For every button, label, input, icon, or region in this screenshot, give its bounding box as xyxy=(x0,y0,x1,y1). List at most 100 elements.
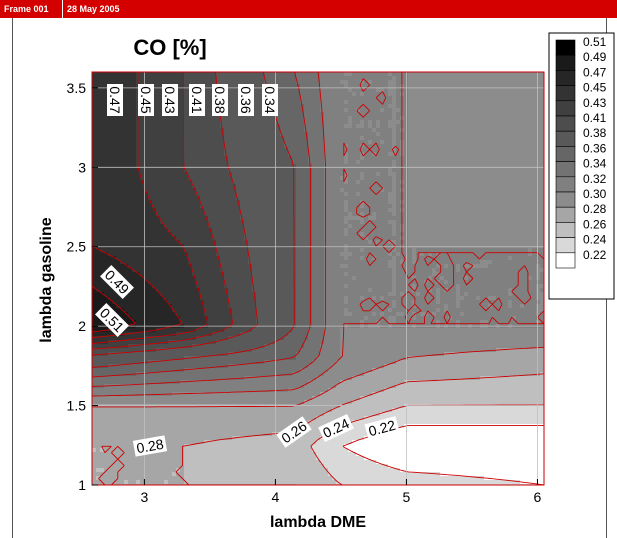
contour-cell xyxy=(144,260,149,265)
contour-cell xyxy=(264,296,269,301)
contour-cell xyxy=(232,396,237,401)
contour-cell xyxy=(172,364,177,369)
contour-cell xyxy=(236,340,241,345)
contour-cell xyxy=(96,136,101,141)
contour-cell xyxy=(176,188,181,193)
contour-cell xyxy=(100,424,105,429)
contour-cell xyxy=(160,276,165,281)
contour-cell xyxy=(112,136,117,141)
contour-cell xyxy=(148,284,153,289)
contour-cell xyxy=(280,376,285,381)
contour-cell xyxy=(232,408,237,413)
contour-cell xyxy=(236,328,241,333)
contour-cell xyxy=(228,424,233,429)
contour-cell xyxy=(124,108,129,113)
contour-cell xyxy=(208,420,213,425)
contour-cell xyxy=(204,72,209,77)
contour-cell xyxy=(144,436,149,441)
contour-cell xyxy=(232,188,237,193)
contour-cell xyxy=(128,420,133,425)
contour-cell xyxy=(156,200,161,205)
contour-cell xyxy=(188,216,193,221)
contour-cell xyxy=(204,116,209,121)
contour-cell xyxy=(108,460,113,465)
contour-cell xyxy=(216,472,221,477)
contour-cell xyxy=(112,196,117,201)
contour-cell xyxy=(252,232,257,237)
contour-cell xyxy=(276,216,281,221)
contour-cell xyxy=(92,180,97,185)
contour-cell xyxy=(264,436,269,441)
contour-cell xyxy=(112,348,117,353)
contour-cell xyxy=(104,468,109,473)
contour-cell xyxy=(128,200,133,205)
contour-cell xyxy=(100,112,105,117)
contour-cell xyxy=(104,204,109,209)
contour-cell xyxy=(276,144,281,149)
contour-cell xyxy=(240,128,245,133)
contour-cell xyxy=(276,236,281,241)
contour-cell xyxy=(248,156,253,161)
contour-cell xyxy=(148,152,153,157)
contour-cell xyxy=(248,344,253,349)
contour-cell xyxy=(196,396,201,401)
contour-cell xyxy=(252,132,257,137)
contour-cell xyxy=(196,188,201,193)
contour-cell xyxy=(104,140,109,145)
contour-cell xyxy=(120,336,125,341)
contour-cell xyxy=(200,284,205,289)
contour-cell xyxy=(92,144,97,149)
contour-cell xyxy=(252,160,257,165)
contour-cell xyxy=(224,344,229,349)
contour-cell xyxy=(144,132,149,137)
contour-cell xyxy=(184,96,189,101)
contour-cell xyxy=(232,428,237,433)
contour-cell xyxy=(184,140,189,145)
contour-cell xyxy=(112,452,117,457)
contour-cell xyxy=(220,460,225,465)
contour-cell xyxy=(92,448,97,453)
contour-cell xyxy=(172,208,177,213)
contour-cell xyxy=(280,156,285,161)
contour-cell xyxy=(148,180,153,185)
contour-cell xyxy=(220,436,225,441)
contour-cell xyxy=(144,364,149,369)
contour-cell xyxy=(184,476,189,481)
contour-cell xyxy=(228,344,233,349)
contour-cell xyxy=(280,412,285,417)
contour-cell xyxy=(152,300,157,305)
contour-cell xyxy=(272,268,277,273)
contour-cell xyxy=(144,232,149,237)
contour-cell xyxy=(220,144,225,149)
contour-cell xyxy=(96,292,101,297)
contour-cell xyxy=(108,216,113,221)
contour-cell xyxy=(200,156,205,161)
contour-cell xyxy=(200,228,205,233)
contour-cell xyxy=(256,288,261,293)
contour-cell xyxy=(244,212,249,217)
contour-cell xyxy=(260,400,265,405)
contour-cell xyxy=(228,260,233,265)
contour-cell xyxy=(164,216,169,221)
contour-cell xyxy=(176,228,181,233)
contour-cell xyxy=(144,160,149,165)
contour-cell xyxy=(232,432,237,437)
contour-cell xyxy=(228,88,233,93)
contour-cell xyxy=(276,424,281,429)
contour-cell xyxy=(280,356,285,361)
contour-cell xyxy=(220,380,225,385)
contour-cell xyxy=(248,356,253,361)
contour-cell xyxy=(132,420,137,425)
contour-cell xyxy=(228,372,233,377)
contour-cell xyxy=(228,108,233,113)
contour-cell xyxy=(200,460,205,465)
contour-cell xyxy=(228,76,233,81)
contour-cell xyxy=(92,160,97,165)
contour-cell xyxy=(232,424,237,429)
contour-cell xyxy=(228,428,233,433)
contour-cell xyxy=(112,420,117,425)
contour-cell xyxy=(92,332,97,337)
contour-cell xyxy=(248,332,253,337)
contour-cell xyxy=(140,252,145,257)
contour-cell xyxy=(92,452,97,457)
